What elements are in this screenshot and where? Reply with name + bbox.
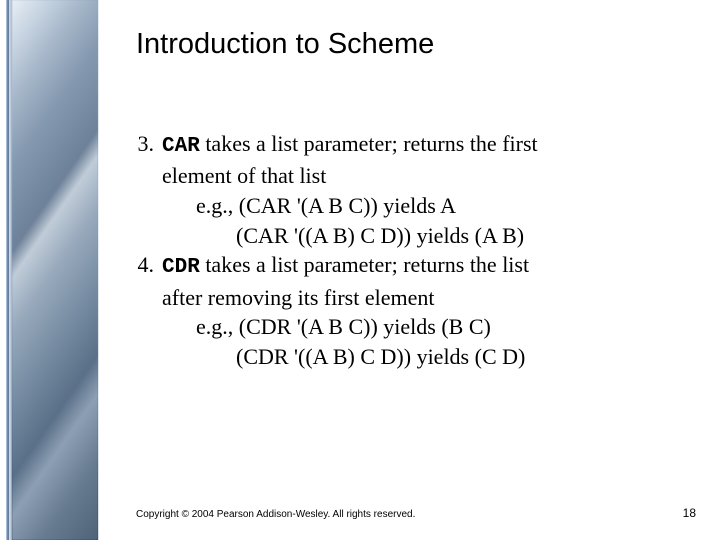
item-line: CAR takes a list parameter; returns the … [162,129,690,161]
slide-body: 3. CAR takes a list parameter; returns t… [136,129,690,372]
slide: Introduction to Scheme 3. CAR takes a li… [0,0,720,540]
item-desc-part1: takes a list parameter; returns the list [200,252,529,277]
item-number: 4. [136,250,162,371]
slide-content: Introduction to Scheme 3. CAR takes a li… [98,0,720,540]
item-line: CDR takes a list parameter; returns the … [162,250,690,282]
item-desc-part1: takes a list parameter; returns the firs… [200,131,538,156]
sidebar-decoration [0,0,98,540]
keyword-cdr: CDR [162,256,200,279]
item-desc-part2: after removing its first element [162,283,690,313]
slide-footer: Copyright © 2004 Pearson Addison-Wesley.… [136,506,696,520]
mountain-background [12,0,98,540]
page-number: 18 [683,506,696,520]
example-line: (CAR '((A B) C D)) yields (A B) [162,221,690,251]
copyright-text: Copyright © 2004 Pearson Addison-Wesley.… [136,509,415,520]
list-item: 3. CAR takes a list parameter; returns t… [136,129,690,250]
item-body: CAR takes a list parameter; returns the … [162,129,690,250]
list-item: 4. CDR takes a list parameter; returns t… [136,250,690,371]
example-line: (CDR '((A B) C D)) yields (C D) [162,342,690,372]
item-desc-part2: element of that list [162,161,690,191]
example-line: e.g., (CDR '(A B C)) yields (B C) [162,312,690,342]
item-number: 3. [136,129,162,250]
item-body: CDR takes a list parameter; returns the … [162,250,690,371]
example-line: e.g., (CAR '(A B C)) yields A [162,191,690,221]
slide-title: Introduction to Scheme [136,28,690,61]
keyword-car: CAR [162,135,200,158]
